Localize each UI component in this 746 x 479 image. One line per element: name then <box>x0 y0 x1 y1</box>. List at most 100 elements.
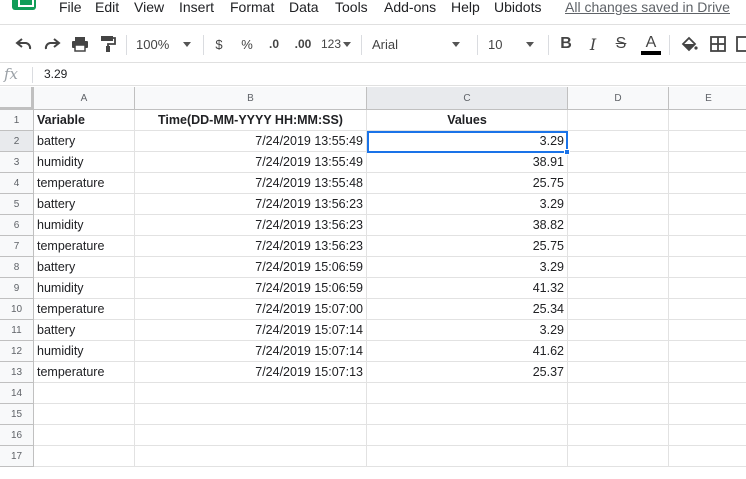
undo-icon[interactable] <box>13 33 35 55</box>
cell-c10[interactable]: 25.34 <box>367 299 568 320</box>
cell-e14[interactable] <box>669 383 746 404</box>
cell-b2[interactable]: 7/24/2019 13:55:49 <box>135 131 367 152</box>
cell-d12[interactable] <box>568 341 669 362</box>
font-select[interactable]: Arial <box>372 33 466 55</box>
menu-insert[interactable]: Insert <box>179 0 215 15</box>
cell-a16[interactable] <box>34 425 135 446</box>
cell-e5[interactable] <box>669 194 746 215</box>
cell-e15[interactable] <box>669 404 746 425</box>
merge-cells-icon[interactable] <box>736 33 746 55</box>
cell-e2[interactable] <box>669 131 746 152</box>
row-header-2[interactable]: 2 <box>0 131 34 152</box>
row-header-17[interactable]: 17 <box>0 446 34 467</box>
row-header-11[interactable]: 11 <box>0 320 34 341</box>
cell-a9[interactable]: humidity <box>34 278 135 299</box>
cell-a10[interactable]: temperature <box>34 299 135 320</box>
italic-button[interactable]: I <box>589 34 597 54</box>
cell-c9[interactable]: 41.32 <box>367 278 568 299</box>
row-header-7[interactable]: 7 <box>0 236 34 257</box>
cell-c8[interactable]: 3.29 <box>367 257 568 278</box>
cell-d6[interactable] <box>568 215 669 236</box>
paint-format-icon[interactable] <box>97 33 119 55</box>
cell-a6[interactable]: humidity <box>34 215 135 236</box>
row-header-3[interactable]: 3 <box>0 152 34 173</box>
menu-edit[interactable]: Edit <box>95 0 120 15</box>
cell-b8[interactable]: 7/24/2019 15:06:59 <box>135 257 367 278</box>
row-header-9[interactable]: 9 <box>0 278 34 299</box>
cell-d17[interactable] <box>568 446 669 467</box>
menu-data[interactable]: Data <box>289 0 319 15</box>
cell-a8[interactable]: battery <box>34 257 135 278</box>
percent-format-button[interactable]: % <box>241 36 253 52</box>
borders-icon[interactable] <box>707 33 729 55</box>
cell-c5[interactable]: 3.29 <box>367 194 568 215</box>
cell-d14[interactable] <box>568 383 669 404</box>
cell-d4[interactable] <box>568 173 669 194</box>
cell-b11[interactable]: 7/24/2019 15:07:14 <box>135 320 367 341</box>
cell-b6[interactable]: 7/24/2019 13:56:23 <box>135 215 367 236</box>
header-cell-a[interactable]: Variable <box>34 110 135 131</box>
cell-e4[interactable] <box>669 173 746 194</box>
cell-e12[interactable] <box>669 341 746 362</box>
row-header-1[interactable]: 1 <box>0 110 34 131</box>
row-header-14[interactable]: 14 <box>0 383 34 404</box>
row-header-13[interactable]: 13 <box>0 362 34 383</box>
cell-c4[interactable]: 25.75 <box>367 173 568 194</box>
decrease-decimal-button[interactable]: .0 <box>268 37 279 51</box>
cell-e1[interactable] <box>669 110 746 131</box>
redo-icon[interactable] <box>41 33 63 55</box>
row-header-16[interactable]: 16 <box>0 425 34 446</box>
cell-d3[interactable] <box>568 152 669 173</box>
header-cell-c[interactable]: Values <box>367 110 568 131</box>
row-header-6[interactable]: 6 <box>0 215 34 236</box>
cell-a5[interactable]: battery <box>34 194 135 215</box>
cell-c16[interactable] <box>367 425 568 446</box>
cell-a12[interactable]: humidity <box>34 341 135 362</box>
cell-b14[interactable] <box>135 383 367 404</box>
column-header-d[interactable]: D <box>568 87 669 110</box>
menu-help[interactable]: Help <box>451 0 480 15</box>
cell-d7[interactable] <box>568 236 669 257</box>
row-header-10[interactable]: 10 <box>0 299 34 320</box>
cell-c7[interactable]: 25.75 <box>367 236 568 257</box>
zoom-select[interactable]: 100% <box>136 33 198 55</box>
print-icon[interactable] <box>69 33 91 55</box>
cell-a17[interactable] <box>34 446 135 467</box>
currency-format-button[interactable]: $ <box>215 36 223 52</box>
cell-b16[interactable] <box>135 425 367 446</box>
cell-a11[interactable]: battery <box>34 320 135 341</box>
column-header-e[interactable]: E <box>669 87 746 110</box>
strikethrough-button[interactable]: S <box>615 35 627 52</box>
fill-handle[interactable] <box>564 149 570 155</box>
menu-file[interactable]: File <box>59 0 82 15</box>
header-cell-b[interactable]: Time(DD-MM-YYYY HH:MM:SS) <box>135 110 367 131</box>
cell-a7[interactable]: temperature <box>34 236 135 257</box>
column-header-b[interactable]: B <box>135 87 367 110</box>
cell-b4[interactable]: 7/24/2019 13:55:48 <box>135 173 367 194</box>
cell-d9[interactable] <box>568 278 669 299</box>
cell-c12[interactable]: 41.62 <box>367 341 568 362</box>
cell-c13[interactable]: 25.37 <box>367 362 568 383</box>
menu-addons[interactable]: Add-ons <box>384 0 437 15</box>
cell-b7[interactable]: 7/24/2019 13:56:23 <box>135 236 367 257</box>
row-header-4[interactable]: 4 <box>0 173 34 194</box>
cell-a14[interactable] <box>34 383 135 404</box>
cell-e6[interactable] <box>669 215 746 236</box>
cell-e3[interactable] <box>669 152 746 173</box>
text-color-button[interactable]: A <box>640 31 662 57</box>
menu-view[interactable]: View <box>134 0 165 15</box>
row-header-8[interactable]: 8 <box>0 257 34 278</box>
cell-d1[interactable] <box>568 110 669 131</box>
cell-d16[interactable] <box>568 425 669 446</box>
cell-d15[interactable] <box>568 404 669 425</box>
cell-e7[interactable] <box>669 236 746 257</box>
menu-format[interactable]: Format <box>230 0 275 15</box>
cell-e11[interactable] <box>669 320 746 341</box>
cell-c3[interactable]: 38.91 <box>367 152 568 173</box>
cell-d10[interactable] <box>568 299 669 320</box>
select-all-corner[interactable] <box>0 87 34 110</box>
cell-b12[interactable]: 7/24/2019 15:07:14 <box>135 341 367 362</box>
column-header-c[interactable]: C <box>367 87 568 110</box>
cell-e8[interactable] <box>669 257 746 278</box>
cell-a13[interactable]: temperature <box>34 362 135 383</box>
